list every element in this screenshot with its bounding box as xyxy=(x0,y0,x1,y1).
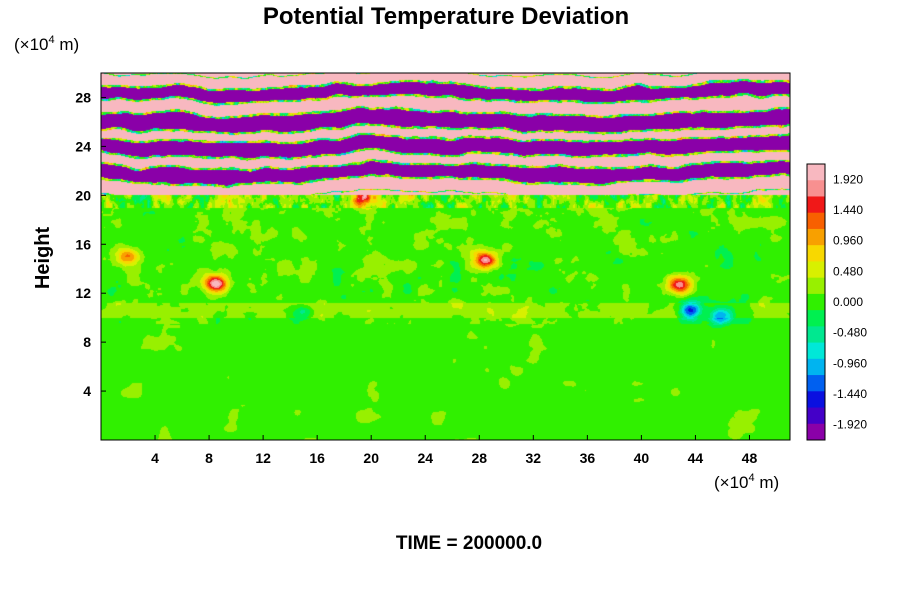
colorbar-swatch xyxy=(807,228,825,246)
colorbar-swatch xyxy=(807,423,825,441)
colorbar-tick-label: 0.000 xyxy=(833,295,863,309)
colorbar-swatch xyxy=(807,358,825,376)
y-tick-label: 8 xyxy=(83,334,91,350)
plot-frame xyxy=(100,72,791,441)
x-tick-label: 20 xyxy=(363,450,379,466)
x-tick-label: 24 xyxy=(417,450,433,466)
colorbar-swatch xyxy=(807,212,825,230)
y-tick-label: 4 xyxy=(83,383,91,399)
y-tick-label: 24 xyxy=(75,138,91,154)
colorbar-swatch xyxy=(807,326,825,344)
colorbar: 1.920 1.440 0.960 0.480 0.000 -0.480 -0.960 -1.… xyxy=(806,163,867,441)
y-tick-label: 12 xyxy=(75,285,91,301)
x-tick-label: 48 xyxy=(742,450,758,466)
y-axis-ticks: 4 8 12 16 20 24 28 xyxy=(75,89,106,399)
time-annotation: TIME = 200000.0 xyxy=(396,533,542,554)
x-tick-label: 36 xyxy=(580,450,596,466)
y-tick-label: 20 xyxy=(75,187,91,203)
colorbar-frame xyxy=(806,163,826,441)
colorbar-swatch xyxy=(807,245,825,262)
colorbar-swatch xyxy=(807,391,825,409)
x-axis-ticks: 4 8 12 16 20 24 28 32 36 40 44 48 xyxy=(151,435,757,466)
colorbar-swatch xyxy=(807,164,825,181)
colorbar-tick-label: 1.440 xyxy=(833,203,863,217)
colorbar-swatch xyxy=(807,375,825,392)
colorbar-swatch xyxy=(807,196,825,214)
y-tick-label: 16 xyxy=(75,236,91,252)
chart-title: Potential Temperature Deviation xyxy=(263,3,629,30)
colorbar-tick-label: 0.960 xyxy=(833,234,863,248)
colorbar-swatch xyxy=(807,407,825,425)
y-tick-label: 28 xyxy=(75,89,91,105)
x-tick-label: 40 xyxy=(634,450,650,466)
x-tick-label: 12 xyxy=(255,450,271,466)
colorbar-swatch xyxy=(807,180,825,197)
colorbar-swatch xyxy=(807,277,825,295)
colorbar-tick-label: -0.480 xyxy=(833,326,867,340)
colorbar-tick-label: -1.920 xyxy=(833,418,867,432)
colorbar-tick-label: -1.440 xyxy=(833,387,867,401)
field-image xyxy=(101,73,790,440)
y-axis-label: Height xyxy=(32,227,54,290)
x-tick-label: 4 xyxy=(151,450,159,466)
x-tick-label: 8 xyxy=(205,450,213,466)
plot-area xyxy=(100,72,791,441)
x-tick-label: 16 xyxy=(309,450,325,466)
colorbar-swatch xyxy=(807,261,825,279)
x-tick-label: 44 xyxy=(688,450,704,466)
colorbar-tick-label: -0.960 xyxy=(833,356,867,370)
x-tick-label: 32 xyxy=(526,450,542,466)
colorbar-swatch xyxy=(807,342,825,360)
colorbar-swatch xyxy=(807,293,825,311)
x-tick-label: 28 xyxy=(471,450,487,466)
colorbar-swatch xyxy=(807,310,825,327)
x-unit-label: (×104 m) xyxy=(714,472,779,492)
colorbar-tick-label: 0.480 xyxy=(833,264,863,278)
colorbar-tick-label: 1.920 xyxy=(833,172,863,186)
y-unit-label: (×104 m) xyxy=(14,34,79,54)
